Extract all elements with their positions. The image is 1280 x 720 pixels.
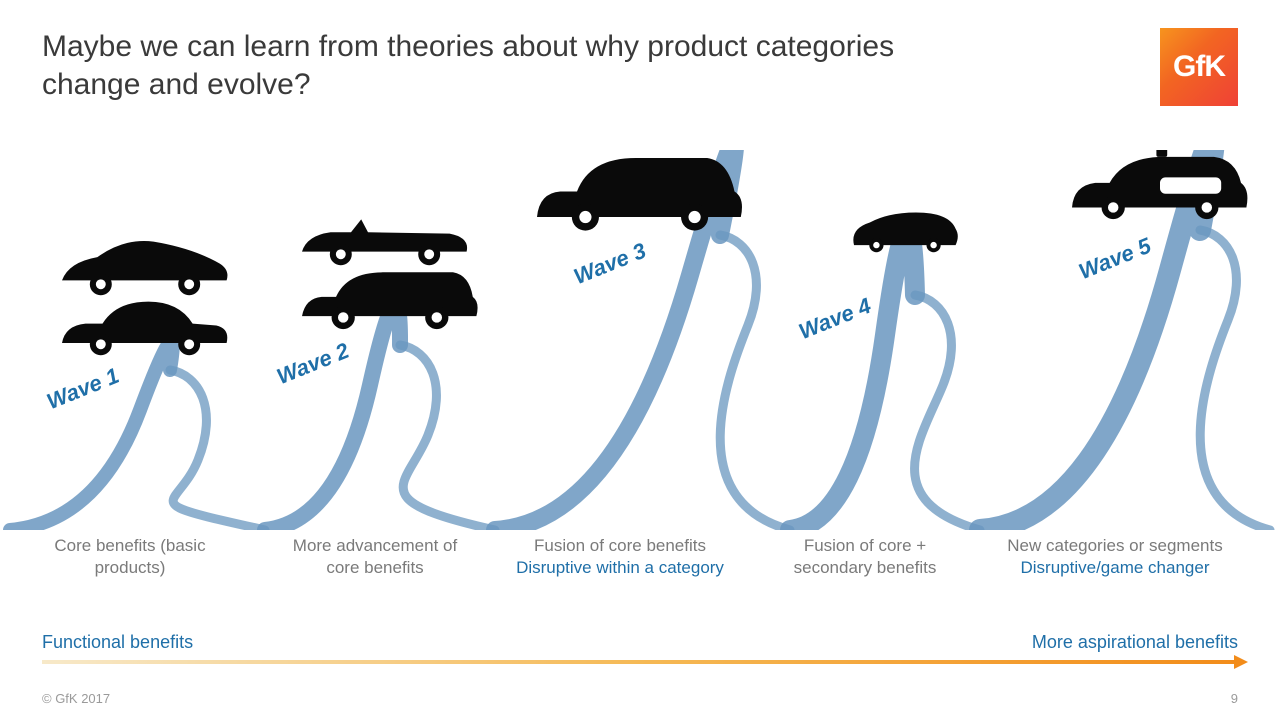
slide-title: Maybe we can learn from theories about w… xyxy=(42,28,982,103)
logo-text: GfK xyxy=(1173,50,1225,84)
wave-caption: Core benefits (basic products) xyxy=(30,535,230,579)
sedan-car-icon xyxy=(60,290,230,366)
wave-caption: New categories or segmentsDisruptive/gam… xyxy=(985,535,1245,579)
suv-car-icon xyxy=(535,150,745,243)
wave-caption: Fusion of core + secondary benefits xyxy=(770,535,960,579)
wave-caption: Fusion of core benefitsDisruptive within… xyxy=(505,535,735,579)
page-number: 9 xyxy=(1231,691,1238,706)
copyright-text: © GfK 2017 xyxy=(42,691,110,706)
slide-footer: © GfK 2017 9 xyxy=(42,691,1238,706)
gfk-logo: GfK xyxy=(1160,28,1238,106)
wave-captions: Core benefits (basic products) More advan… xyxy=(0,535,1280,620)
smart-car-icon xyxy=(850,210,960,259)
google-car-icon: Google xyxy=(1070,150,1250,230)
axis-label-left: Functional benefits xyxy=(42,632,193,653)
wagon-car-icon xyxy=(300,260,480,340)
slide: Maybe we can learn from theories about w… xyxy=(0,0,1280,720)
wave-caption: More advancement of core benefits xyxy=(280,535,470,579)
axis-arrow-icon xyxy=(42,660,1238,664)
svg-text:Google: Google xyxy=(1164,180,1193,190)
axis-label-right: More aspirational benefits xyxy=(1032,632,1238,653)
